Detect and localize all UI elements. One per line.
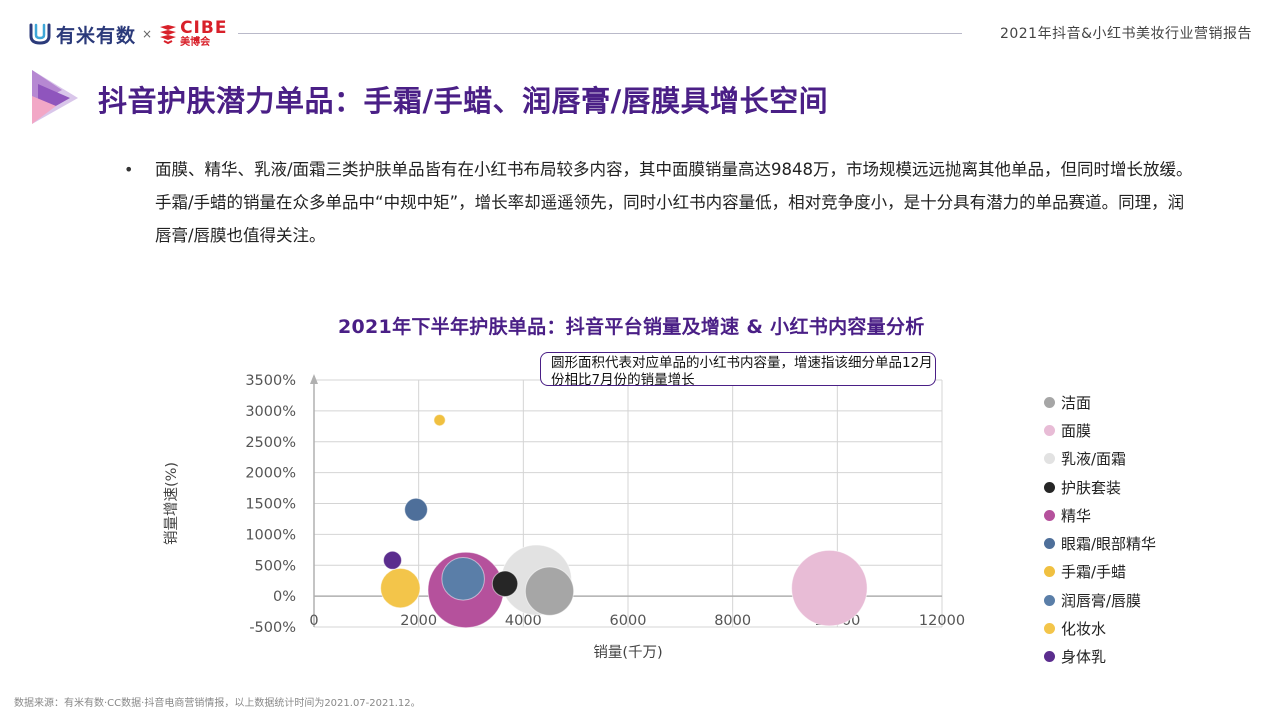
bullet-marker: • [124,160,134,179]
y-tick-label: 3000% [245,404,296,420]
bubble-8 [380,567,421,609]
x-tick-label: 8000 [714,613,751,629]
x-tick-label: 12000 [919,613,965,629]
bubble-3 [491,570,519,598]
legend-label: 化妆水 [1061,620,1107,639]
legend-label: 护肤套装 [1061,478,1122,497]
legend-item: 面膜 [1044,416,1156,444]
bubble-6 [433,413,446,427]
y-tick-label: 0% [273,589,296,605]
x-tick-label: 6000 [610,613,647,629]
legend-marker-icon [1044,396,1055,408]
legend-label: 眼霜/眼部精华 [1061,535,1157,554]
legend-item: 润唇膏/唇膜 [1044,586,1156,614]
legend-label: 洁面 [1061,393,1092,412]
chart-legend: 洁面面膜乳液/面霜护肤套装精华眼霜/眼部精华 手霜/手蜡润唇膏/唇膜 化妆水身体乳 [1044,388,1156,671]
legend-item: 手霜/手蜡 [1044,558,1156,586]
legend-marker-icon [1044,651,1055,663]
data-source-note: 数据来源：有米有数·CC数据·抖音电商营销情报，以上数据统计时间为2021.07… [14,698,421,709]
legend-label: 润唇膏/唇膜 [1061,591,1142,610]
y-tick-label: 3500% [245,373,296,389]
y-tick-label: 500% [255,558,296,574]
legend-marker-icon [1044,594,1055,606]
y-tick-label: 2000% [245,466,296,482]
legend-marker-icon [1044,623,1055,635]
legend-item: 洁面 [1044,388,1156,416]
youmi-logo-icon [29,23,51,45]
header-logos: 有米有数 × CIBE 美博会 [28,14,227,54]
legend-label: 精华 [1061,506,1092,525]
legend-item: 护肤套装 [1044,473,1156,501]
y-tick-label: -500% [249,620,296,636]
brand-cibe-sub: 美博会 [180,37,211,48]
legend-marker-icon [1044,453,1055,465]
chart-note: 圆形面积代表对应单品的小红书内容量，增速指该细分单品12月份相比7月份的销量增长 [540,352,936,388]
legend-marker-icon [1044,481,1055,493]
legend-item: 身体乳 [1044,643,1156,671]
legend-marker-icon [1044,424,1055,436]
cibe-logo-icon [160,25,177,45]
legend-label: 身体乳 [1061,648,1107,667]
bubble-5 [404,497,428,522]
brand-cibe: CIBE [180,18,228,38]
y-tick-label: 1500% [245,497,296,513]
legend-item: 乳液/面霜 [1044,445,1156,473]
legend-label: 面膜 [1061,421,1092,440]
x-tick-label: 0 [309,613,318,629]
logo-separator: × [142,27,153,41]
legend-label: 手霜/手蜡 [1061,563,1127,582]
page-title: 抖音护肤潜力单品：手霜/手蜡、润唇膏/唇膜具增长空间 [98,84,829,118]
title-triangle-icon [32,70,78,124]
legend-label: 乳液/面霜 [1061,450,1127,469]
legend-marker-icon [1044,509,1055,521]
legend-marker-icon [1044,566,1055,578]
bubble-0 [524,566,575,616]
legend-item: 眼霜/眼部精华 [1044,529,1156,557]
y-axis-arrow [310,374,318,384]
report-title: 2021年抖音&小红书美妆行业营销报告 [999,26,1252,42]
y-tick-label: 2500% [245,435,296,451]
legend-item: 化妆水 [1044,614,1156,642]
x-axis-label: 销量(千万) [593,644,662,661]
chart-title: 2021年下半年护肤单品：抖音平台销量及增速 & 小红书内容量分析 [338,316,925,338]
x-tick-label: 4000 [505,613,542,629]
x-tick-label: 2000 [400,613,437,629]
legend-item: 精华 [1044,501,1156,529]
y-axis-label: 销量增速(%) [163,462,180,545]
bubble-9 [383,550,402,570]
y-tick-label: 1000% [245,527,296,543]
bubble-1 [791,549,868,627]
legend-marker-icon [1044,538,1055,550]
bubble-7 [441,557,485,601]
header-divider [238,33,962,34]
brand-youmi: 有米有数 [56,24,137,47]
summary-paragraph: 面膜、精华、乳液/面霜三类护肤单品皆有在小红书布局较多内容，其中面膜销量高达98… [155,160,1193,245]
